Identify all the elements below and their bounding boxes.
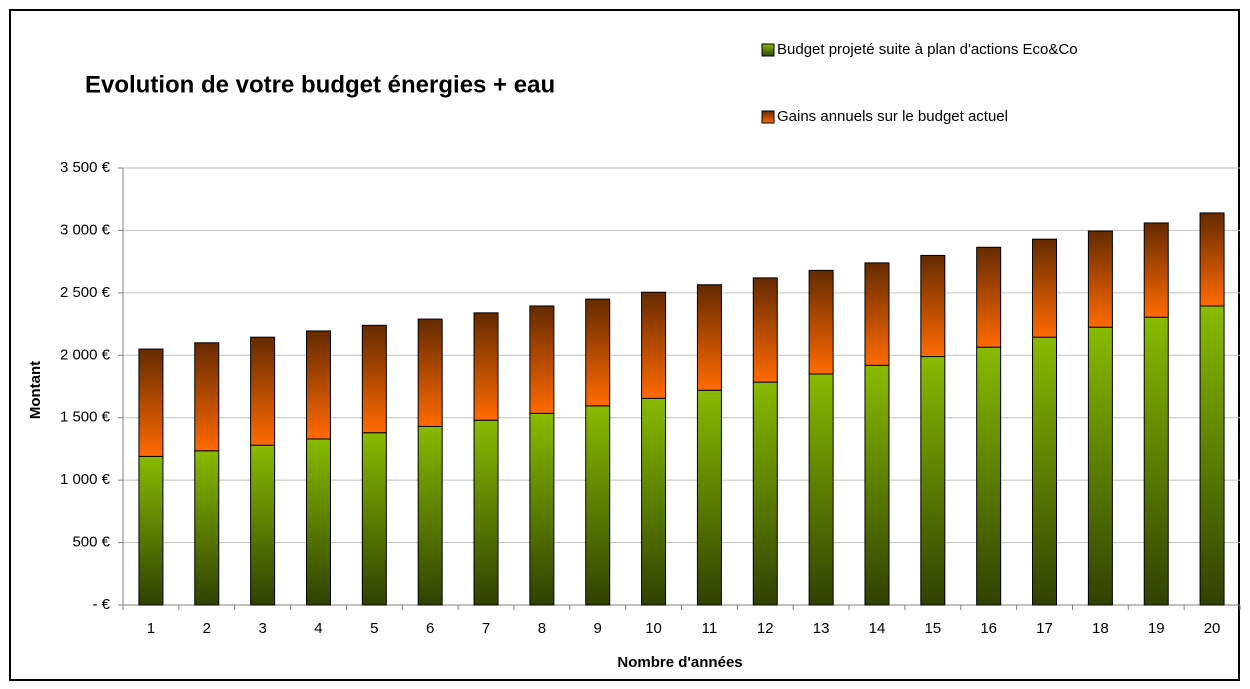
bar-segment: [585, 298, 611, 407]
bar-segment: [864, 364, 890, 606]
bar-segment: [1199, 305, 1225, 606]
bar-segment: [808, 269, 834, 375]
bar-segment: [641, 397, 667, 606]
x-tick-label: 18: [1092, 620, 1109, 637]
bar-segment: [305, 330, 331, 440]
x-tick-label: 9: [594, 620, 602, 637]
x-tick-label: 8: [538, 620, 546, 637]
bar-segment: [920, 254, 946, 358]
bar-segment: [250, 336, 276, 446]
x-tick-label: 15: [924, 620, 941, 637]
bar-segment: [138, 348, 164, 457]
bar-segment: [1032, 336, 1058, 606]
bar-segment: [417, 318, 443, 427]
bar-segment: [250, 444, 276, 606]
x-tick-label: 5: [370, 620, 378, 637]
x-tick-label: 7: [482, 620, 490, 637]
bar-segment: [1087, 326, 1113, 606]
bar-segment: [529, 412, 555, 606]
bar-segment: [361, 432, 387, 606]
bar-segment: [808, 373, 834, 606]
chart-title: Evolution de votre budget énergies + eau: [85, 71, 555, 98]
bar-segment: [1087, 230, 1113, 328]
y-tick-label: 2 500 €: [60, 284, 111, 301]
x-tick-label: 20: [1204, 620, 1221, 637]
y-tick-label: 1 500 €: [60, 409, 111, 426]
bar-segment: [473, 419, 499, 606]
x-tick-label: 16: [980, 620, 997, 637]
legend-label: Gains annuels sur le budget actuel: [777, 108, 1008, 125]
x-tick-label: 13: [813, 620, 830, 637]
x-tick-label: 6: [426, 620, 434, 637]
bar-segment: [864, 262, 890, 366]
bar-segment: [1199, 212, 1225, 307]
y-tick-label: 500 €: [72, 534, 110, 551]
x-tick-label: 10: [645, 620, 662, 637]
bar-segment: [1032, 238, 1058, 338]
bar-segment: [138, 455, 164, 606]
bar-segment: [641, 291, 667, 399]
bar-segment: [752, 277, 778, 383]
x-tick-label: 11: [702, 620, 718, 637]
bar-segment: [1143, 316, 1169, 606]
bar-segment: [1143, 222, 1169, 318]
bar-segment: [696, 389, 722, 606]
y-tick-label: - €: [92, 596, 110, 613]
x-tick-label: 3: [258, 620, 266, 637]
x-axis-title: Nombre d'années: [617, 654, 742, 671]
bar-segment: [194, 450, 220, 606]
y-tick-label: 3 500 €: [60, 159, 111, 176]
legend-label: Budget projeté suite à plan d'actions Ec…: [777, 41, 1078, 58]
legend-swatch: [761, 110, 775, 124]
bar-segment: [361, 324, 387, 434]
bar-segment: [976, 246, 1002, 348]
y-tick-label: 1 000 €: [60, 471, 111, 488]
bar-segment: [920, 356, 946, 606]
y-tick-label: 3 000 €: [60, 221, 111, 238]
y-tick-label: 2 000 €: [60, 346, 111, 363]
bar-segment: [417, 425, 443, 606]
bar-segment: [696, 284, 722, 391]
bar-segment: [194, 342, 220, 452]
y-axis-title: Montant: [27, 361, 44, 419]
bar-segment: [529, 305, 555, 414]
x-tick-label: 2: [203, 620, 211, 637]
x-tick-label: 12: [757, 620, 774, 637]
legend-swatch: [761, 43, 775, 57]
bar-segment: [585, 405, 611, 606]
x-tick-label: 1: [147, 620, 155, 637]
bar-segment: [752, 381, 778, 606]
x-tick-label: 14: [869, 620, 886, 637]
bar-segment: [473, 312, 499, 421]
x-tick-label: 4: [314, 620, 322, 637]
bar-segment: [976, 346, 1002, 606]
bar-segment: [305, 438, 331, 606]
x-tick-label: 19: [1148, 620, 1165, 637]
x-tick-label: 17: [1036, 620, 1053, 637]
